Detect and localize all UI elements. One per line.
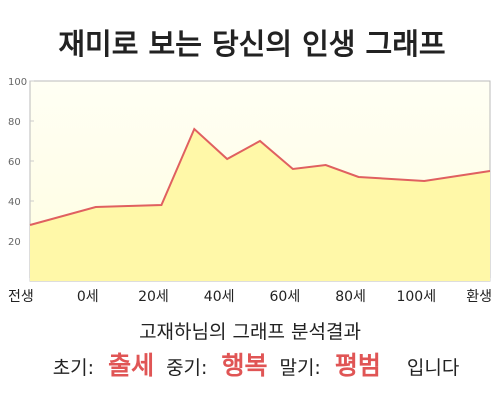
result-row: 초기: 출세 중기: 행복 말기: 평범 입니다 — [0, 346, 500, 382]
x-tick-label: 0세 — [77, 289, 99, 305]
x-tick-label: 40세 — [204, 289, 235, 305]
result-label: 초기: — [52, 357, 95, 379]
area — [30, 129, 490, 281]
result-ending: 입니다 — [406, 357, 460, 379]
result-value: 행복 — [221, 351, 268, 380]
y-tick-label: 60 — [8, 157, 21, 168]
y-tick-label: 80 — [8, 117, 21, 128]
x-tick-label: 20세 — [138, 289, 169, 305]
result-label: 말기: — [279, 357, 321, 379]
y-tick-label: 20 — [8, 237, 21, 248]
result-value: 출세 — [108, 351, 155, 380]
result-label: 중기: — [166, 357, 208, 379]
chart-title: 재미로 보는 당신의 인생 그래프 — [58, 27, 445, 61]
x-tick-label: 60세 — [270, 289, 301, 305]
chart: 재미로 보는 당신의 인생 그래프 20 40 60 80 100 전생 0세 20세 40세 6… — [8, 27, 492, 305]
x-tick-label: 80세 — [335, 289, 366, 305]
y-tick-label: 100 — [8, 77, 27, 88]
result-value: 평범 — [334, 351, 381, 380]
x-tick-label: 전생 — [8, 289, 34, 305]
x-tick-label: 100세 — [396, 289, 436, 305]
x-tick-label: 환생 — [466, 289, 492, 305]
y-tick-label: 40 — [8, 197, 21, 208]
result-heading: 고재하님의 그래프 분석결과 — [139, 321, 361, 343]
line — [29, 127, 491, 226]
